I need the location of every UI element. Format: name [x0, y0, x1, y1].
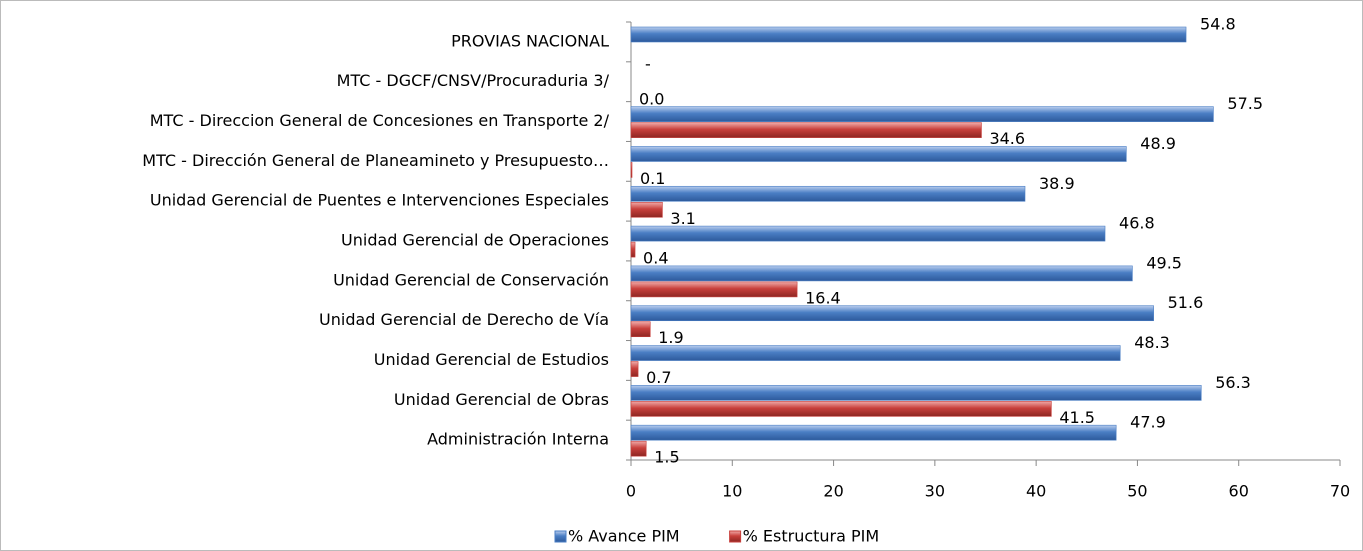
bar — [630, 122, 982, 138]
x-tick-label: 0 — [626, 482, 636, 501]
bar — [630, 265, 1133, 282]
x-tick-label: 50 — [1127, 482, 1147, 501]
category-label: Unidad Gerencial de Operaciones — [341, 231, 609, 250]
bar — [630, 361, 639, 377]
value-label: 1.5 — [654, 448, 679, 467]
category-label: Unidad Gerencial de Conservación — [333, 270, 609, 289]
category-label: PROVIAS NACIONAL — [451, 31, 609, 50]
category-label: Unidad Gerencial de Derecho de Vía — [319, 310, 609, 329]
x-tick-label: 10 — [722, 482, 742, 501]
value-label: 0.7 — [646, 368, 671, 387]
category-label: MTC - DGCF/CNSV/Procuraduria 3/ — [337, 71, 610, 90]
bar — [630, 305, 1154, 322]
bar — [630, 225, 1106, 242]
x-tick-label: 30 — [925, 482, 945, 501]
value-label: 48.3 — [1134, 333, 1170, 352]
value-label: 0.4 — [643, 249, 668, 268]
bar — [630, 385, 1202, 401]
bar — [630, 401, 1052, 417]
category-label: Unidad Gerencial de Obras — [394, 390, 609, 409]
value-label: 0.0 — [639, 89, 664, 108]
bar — [630, 321, 651, 338]
bar — [630, 185, 1026, 202]
value-label: 34.6 — [989, 129, 1025, 148]
value-label: 41.5 — [1059, 408, 1095, 427]
x-tick-label: 60 — [1229, 482, 1249, 501]
legend-swatch — [554, 530, 567, 543]
value-label: 47.9 — [1130, 413, 1166, 432]
category-label: MTC - Dirección General de Planeamineto … — [142, 151, 609, 170]
bar — [630, 106, 1214, 122]
category-label: MTC - Direccion General de Concesiones e… — [150, 111, 610, 130]
bar — [630, 440, 647, 457]
x-tick-label: 40 — [1026, 482, 1046, 501]
legend-label: % Estructura PIM — [743, 527, 880, 546]
category-label: Unidad Gerencial de Puentes e Intervenci… — [150, 191, 609, 210]
bar — [630, 146, 1127, 162]
bar — [630, 281, 798, 298]
bar — [630, 424, 1117, 441]
value-label: 16.4 — [805, 288, 841, 307]
value-label: 38.9 — [1039, 174, 1075, 193]
legend-swatch — [729, 530, 742, 543]
bar — [630, 162, 633, 178]
bar — [630, 241, 636, 258]
category-label: Unidad Gerencial de Estudios — [374, 350, 609, 369]
bar — [630, 26, 1187, 43]
bar — [630, 201, 663, 218]
value-label: 54.8 — [1200, 15, 1236, 34]
x-tick-label: 20 — [823, 482, 843, 501]
value-label: - — [645, 54, 651, 73]
value-label: 46.8 — [1119, 214, 1155, 233]
category-label: Administración Interna — [427, 430, 609, 449]
x-tick-label: 70 — [1330, 482, 1350, 501]
value-label: 48.9 — [1140, 134, 1176, 153]
legend-label: % Avance PIM — [568, 527, 680, 546]
value-label: 51.6 — [1168, 293, 1204, 312]
value-label: 49.5 — [1146, 253, 1182, 272]
value-label: 0.1 — [640, 169, 665, 188]
bar — [630, 345, 1121, 361]
value-label: 56.3 — [1215, 373, 1251, 392]
value-label: 1.9 — [658, 328, 683, 347]
value-label: 57.5 — [1227, 94, 1263, 113]
value-label: 3.1 — [670, 209, 695, 228]
